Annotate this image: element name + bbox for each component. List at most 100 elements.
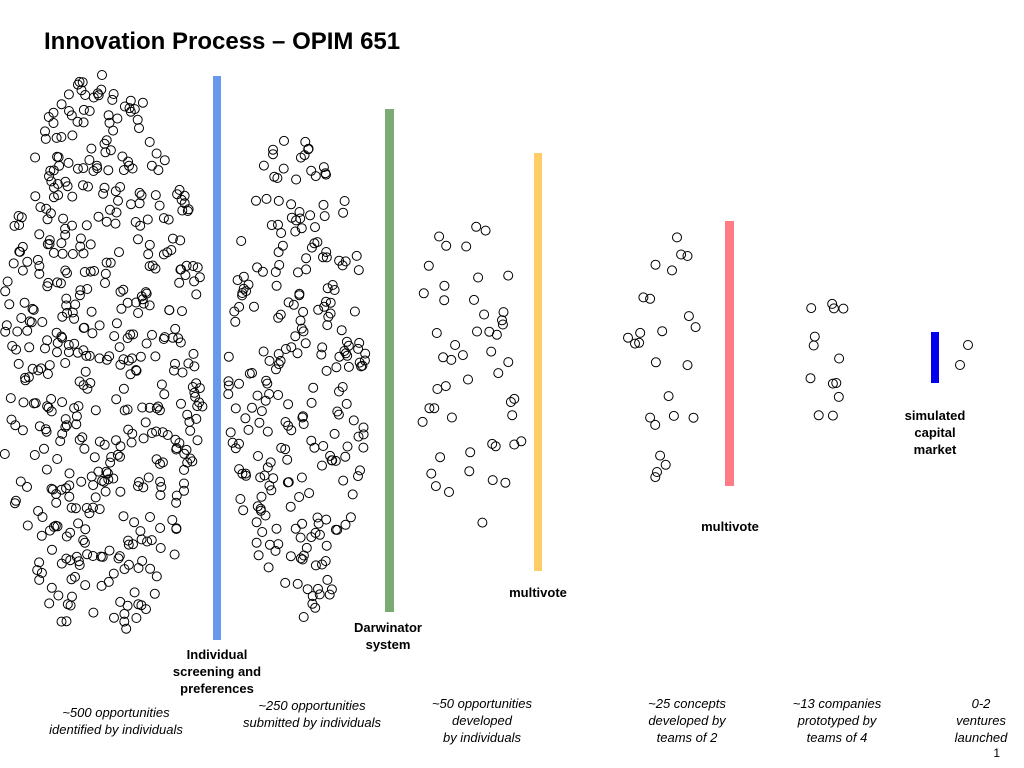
opportunity-circle — [340, 519, 351, 530]
opportunity-circle — [159, 332, 170, 343]
opportunity-circle — [285, 551, 296, 562]
opportunity-circle — [297, 554, 308, 565]
opportunity-circle — [53, 590, 64, 601]
opportunity-circle — [90, 492, 101, 503]
opportunity-circle — [329, 285, 340, 295]
opportunity-circle — [0, 326, 11, 337]
opportunity-circle — [138, 298, 149, 309]
opportunity-circle — [265, 457, 276, 468]
opportunity-circle — [78, 248, 89, 259]
opportunity-circle — [97, 70, 107, 80]
opportunity-circle — [312, 512, 323, 523]
opportunity-circle — [358, 442, 369, 453]
opportunity-circle — [503, 270, 514, 281]
opportunity-circle — [317, 460, 327, 471]
opportunity-circle — [225, 427, 236, 438]
opportunity-circle — [516, 436, 527, 447]
opportunity-circle — [355, 465, 365, 476]
opportunity-circle — [353, 265, 364, 276]
gate-bar-screening — [213, 76, 221, 640]
stage-label-identified: ~500 opportunities identified by individ… — [49, 705, 183, 737]
opportunity-circle — [92, 163, 103, 174]
opportunity-circle — [306, 397, 317, 408]
opportunity-circle — [101, 257, 112, 268]
opportunity-circle — [187, 382, 198, 392]
opportunity-circle — [338, 207, 349, 218]
opportunity-circle — [240, 413, 251, 424]
opportunity-circle — [129, 517, 140, 528]
opportunity-circle — [271, 523, 282, 534]
opportunity-circle — [280, 577, 291, 588]
opportunity-circle — [2, 276, 13, 287]
opportunity-circle — [464, 466, 475, 477]
stage-label-ventures: 0-2 ventures launched — [954, 696, 1008, 745]
opportunity-circle — [70, 571, 80, 582]
opportunity-circle — [84, 508, 95, 519]
opportunity-circle — [356, 361, 367, 372]
opportunity-circle — [131, 613, 142, 623]
opportunity-circle — [268, 144, 278, 155]
opportunity-circle — [329, 428, 340, 439]
opportunity-circle — [173, 333, 184, 344]
opportunity-circle — [80, 524, 91, 535]
opportunity-circle — [325, 450, 336, 461]
opportunity-circle — [322, 320, 333, 331]
opportunity-circle — [277, 240, 288, 251]
opportunity-circle — [134, 198, 145, 209]
opportunity-circle — [668, 410, 679, 421]
opportunity-circle — [306, 165, 317, 176]
opportunity-circle — [263, 562, 274, 573]
opportunity-circle — [101, 466, 112, 477]
opportunity-circle — [46, 483, 57, 494]
opportunity-circle — [93, 466, 104, 477]
opportunity-circle — [140, 287, 151, 298]
opportunity-circle — [10, 420, 21, 431]
opportunity-circle — [298, 550, 309, 561]
opportunity-circle — [838, 303, 849, 314]
opportunity-circle — [171, 523, 182, 534]
opportunity-circle — [150, 263, 161, 274]
opportunity-circle — [151, 148, 162, 159]
opportunity-circle — [135, 351, 146, 362]
opportunity-circle — [37, 512, 48, 522]
opportunity-circle — [171, 497, 182, 508]
page-title: Innovation Process – OPIM 651 — [44, 28, 401, 55]
opportunity-circle — [497, 315, 507, 326]
opportunity-circle — [156, 379, 167, 390]
opportunity-circle — [264, 539, 275, 550]
opportunity-circle — [57, 428, 68, 439]
opportunity-circle — [308, 382, 319, 393]
opportunity-circle — [318, 199, 329, 210]
opportunity-circle — [80, 580, 91, 591]
opportunity-circle — [300, 338, 311, 349]
opportunity-circle — [115, 182, 126, 192]
opportunity-circle — [813, 410, 824, 421]
opportunity-circle — [286, 342, 297, 353]
opportunity-circle — [169, 549, 180, 560]
opportunity-circle — [100, 268, 111, 279]
opportunity-circle — [115, 286, 126, 297]
opportunity-circle — [72, 79, 83, 90]
opportunity-circle — [243, 279, 254, 290]
opportunity-circle — [97, 475, 108, 486]
opportunity-circle — [461, 241, 472, 252]
opportunity-circle — [84, 106, 95, 116]
opportunity-circle — [67, 591, 77, 602]
opportunity-circle — [149, 588, 160, 599]
opportunity-circle — [497, 319, 508, 330]
opportunity-circle — [158, 249, 169, 260]
opportunity-circle — [634, 337, 645, 348]
opportunity-circle — [61, 483, 71, 494]
opportunity-circle — [56, 99, 67, 110]
opportunity-circle — [42, 214, 53, 225]
opportunity-circle — [70, 299, 81, 310]
opportunity-circle — [276, 228, 287, 238]
opportunity-circle — [473, 272, 484, 283]
opportunity-circle — [251, 195, 261, 206]
opportunity-circle — [74, 434, 85, 445]
opportunity-circle — [117, 151, 128, 162]
opportunity-circle — [192, 262, 203, 273]
opportunity-circle — [288, 299, 299, 310]
opportunity-circle — [55, 436, 66, 447]
